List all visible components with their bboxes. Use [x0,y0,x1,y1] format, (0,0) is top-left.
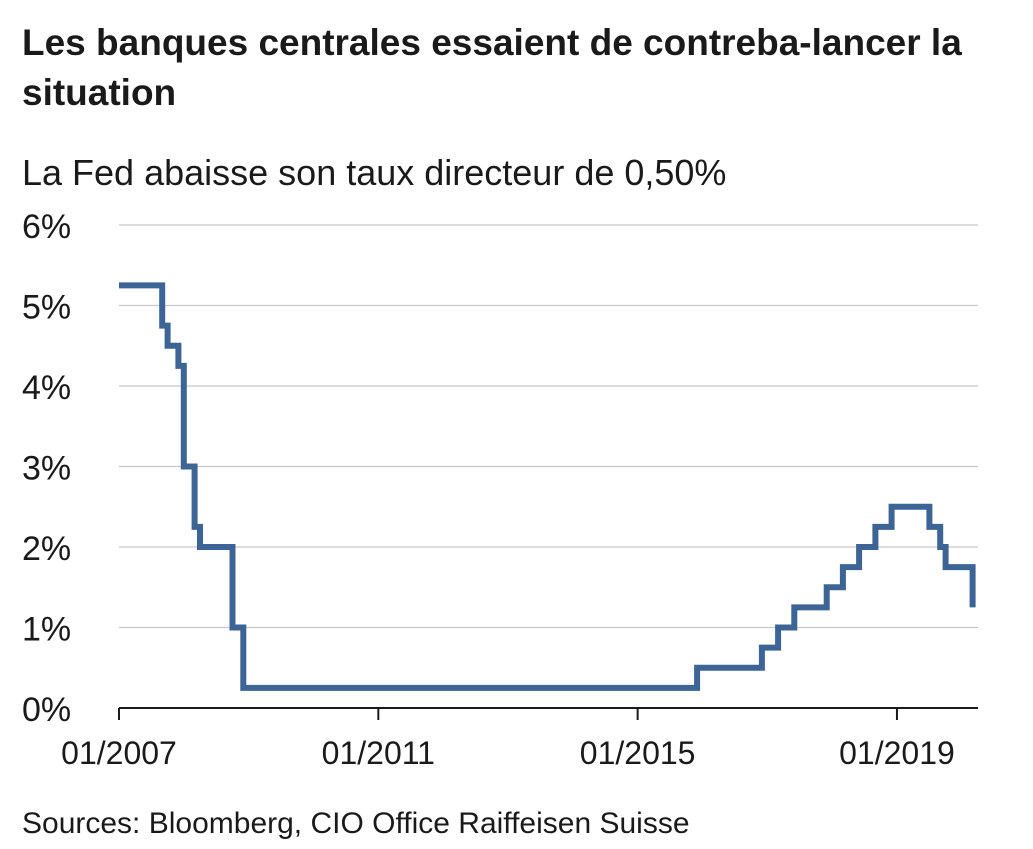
y-tick-label: 1% [22,611,71,649]
y-tick-label: 5% [22,289,71,327]
chart-subtitle: La Fed abaisse son taux directeur de 0,5… [22,152,727,193]
y-tick-label: 2% [22,530,71,568]
y-tick-label: 3% [22,450,71,488]
y-tick-label: 0% [22,691,71,729]
x-tick-label: 01/2019 [839,735,955,771]
series-layer [119,282,976,691]
y-tick-label: 6% [22,208,71,246]
fed-rate-line [119,282,976,691]
x-tick-label: 01/2007 [61,735,177,771]
axes: 0% 1% 2% 3% 4% 5% 6% 01/2007 01/2011 01/2015 01/20… [22,208,978,771]
y-tick-label: 4% [22,369,71,407]
x-tick-label: 01/2011 [322,735,435,771]
gridlines [119,224,978,629]
source-note: Sources: Bloomberg, CIO Office Raiffeise… [22,807,690,840]
chart-title: Les banques centrales essaient de contre… [22,22,962,113]
x-tick-label: 01/2015 [580,735,696,771]
